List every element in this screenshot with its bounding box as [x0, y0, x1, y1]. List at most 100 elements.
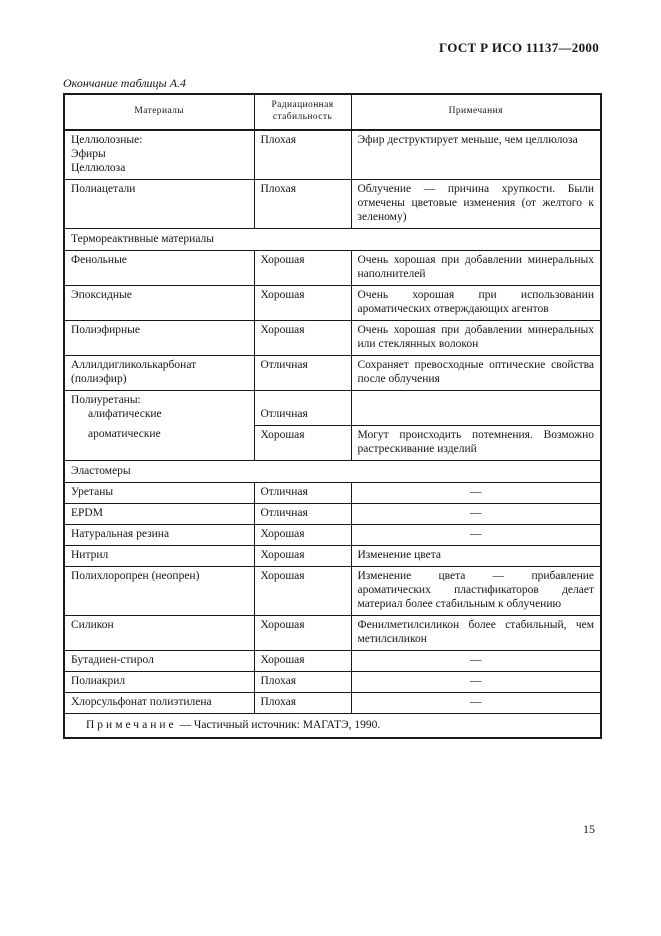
- remark-cell: Эфир деструктирует меньше, чем целлюлоза: [350, 129, 602, 181]
- remark-cell: Изменение цвета — прибавление ароматичес…: [350, 565, 602, 616]
- material-cell: Полиэфирные: [63, 320, 255, 357]
- group-label: Полиуретаны:: [71, 394, 141, 407]
- material-line: Полиэфирные: [71, 324, 141, 337]
- material-line: (полиэфир): [71, 373, 127, 386]
- table-row: Аллилдигликолькарбонат (полиэфир) Отличная…: [63, 355, 602, 392]
- material-line: Эфиры: [71, 148, 106, 161]
- material-line: EPDM: [71, 506, 103, 519]
- stability-cell: Хорошая: [253, 544, 352, 567]
- note-row: Примечание — Частичный источник: МАГАТЭ,…: [63, 713, 602, 739]
- table-row: Нитрил Хорошая Изменение цвета: [63, 544, 602, 567]
- material-line: Полиацетали: [71, 183, 136, 196]
- table-row: Целлюлозные: Эфиры Целлюлоза Плохая Эфир дес…: [63, 129, 602, 181]
- material-line: Нитрил: [71, 548, 109, 561]
- stability-cell: Хорошая: [253, 250, 352, 287]
- remark-cell: Изменение цвета: [350, 544, 602, 567]
- remark-cell: —: [350, 691, 602, 715]
- material-cell: Бутадиен-стирол: [63, 649, 255, 672]
- material-cell: ароматические: [63, 425, 255, 461]
- stability-cell: Отличная: [253, 481, 352, 504]
- stability-cell: Отличная: [253, 355, 352, 392]
- material-subitem: ароматические: [88, 428, 161, 441]
- material-cell: Полихлоропрен (неопрен): [63, 565, 255, 616]
- remark-cell: —: [350, 649, 602, 672]
- remark-cell: Облучение — причина хрупкости. Были отме…: [350, 179, 602, 230]
- remark-cell: Фенилметилсиликон более стабильный, чем …: [350, 614, 602, 651]
- material-line: Уретаны: [71, 485, 114, 498]
- column-header-materials: Материалы: [63, 93, 255, 131]
- remark-cell: Очень хорошая при добавлении минеральных…: [350, 320, 602, 357]
- material-line: Полиакрил: [71, 674, 126, 687]
- stability-cell: Хорошая: [253, 424, 352, 461]
- column-header-stability: Радиационная стабильность: [253, 93, 352, 131]
- remark-cell: Очень хорошая при добавлении минеральных…: [350, 250, 602, 287]
- material-line: Полихлоропрен (неопрен): [71, 569, 200, 582]
- material-line: Хлорсульфонат полиэтилена: [71, 695, 212, 708]
- material-line: Фенольные: [71, 254, 127, 267]
- material-line: Целлюлозные:: [71, 134, 143, 146]
- material-cell: Натуральная резина: [63, 523, 255, 546]
- section-row: Эластомеры: [63, 459, 602, 483]
- material-line: Целлюлоза: [71, 162, 126, 175]
- remark-cell: —: [350, 502, 602, 525]
- table-row: Полихлоропрен (неопрен) Хорошая Изменение …: [63, 565, 602, 616]
- material-line: Натуральная резина: [71, 527, 170, 540]
- page-number: 15: [583, 822, 595, 836]
- material-cell: Полиуретаны: алифатические: [63, 390, 255, 426]
- material-cell: EPDM: [63, 502, 255, 525]
- materials-table: Материалы Радиационная стабильность Прим…: [63, 93, 602, 740]
- table-header-row: Материалы Радиационная стабильность Прим…: [63, 93, 602, 131]
- material-cell: Полиакрил: [63, 670, 255, 693]
- stability-cell: Плохая: [253, 670, 352, 693]
- material-cell: Хлорсульфонат полиэтилена: [63, 691, 255, 715]
- table-row: EPDM Отличная —: [63, 502, 602, 525]
- material-cell: Целлюлозные: Эфиры Целлюлоза: [63, 129, 255, 181]
- material-cell: Силикон: [63, 614, 255, 651]
- remark-cell: Сохраняет превосходные оптические свойст…: [350, 355, 602, 392]
- table-row: Натуральная резина Хорошая —: [63, 523, 602, 546]
- material-cell: Фенольные: [63, 250, 255, 287]
- remark-cell: [350, 390, 602, 426]
- remark-cell: —: [350, 481, 602, 504]
- table-row: Силикон Хорошая Фенилметилсиликон более ст…: [63, 614, 602, 651]
- remark-cell: Очень хорошая при использовании ароматич…: [350, 285, 602, 322]
- material-subitem: алифатические: [88, 408, 162, 421]
- material-cell: Нитрил: [63, 544, 255, 567]
- stability-cell: Хорошая: [253, 320, 352, 357]
- material-cell: Уретаны: [63, 481, 255, 504]
- column-header-remarks: Примечания: [350, 93, 602, 131]
- table-row: Полиэфирные Хорошая Очень хорошая при доба…: [63, 320, 602, 357]
- table-row: Полиуретаны: алифатические Отличная: [63, 390, 602, 426]
- material-cell: Аллилдигликолькарбонат (полиэфир): [63, 355, 255, 392]
- table-row: Полиакрил Плохая —: [63, 670, 602, 693]
- table-row: Полиацетали Плохая Облучение — причина хру…: [63, 179, 602, 230]
- table-row: Эпоксидные Хорошая Очень хорошая при испол…: [63, 285, 602, 322]
- stability-cell: Хорошая: [253, 649, 352, 672]
- stability-cell: Плохая: [253, 179, 352, 230]
- material-cell: Полиацетали: [63, 179, 255, 230]
- stability-cell: Хорошая: [253, 285, 352, 322]
- stability-cell: Хорошая: [253, 614, 352, 651]
- section-label: Термореактивные материалы: [63, 228, 602, 252]
- note-label: Примечание: [86, 719, 177, 731]
- table-row: Уретаны Отличная —: [63, 481, 602, 504]
- table-body: Целлюлозные: Эфиры Целлюлоза Плохая Эфир дес…: [63, 129, 602, 739]
- table-caption: Окончание таблицы А.4: [63, 76, 187, 90]
- material-cell: Эпоксидные: [63, 285, 255, 322]
- section-label: Эластомеры: [63, 459, 602, 483]
- remark-cell: Могут происходить потемнения. Возможно р…: [350, 424, 602, 461]
- remark-cell: —: [350, 523, 602, 546]
- stability-cell: Хорошая: [253, 523, 352, 546]
- table-row: Хлорсульфонат полиэтилена Плохая —: [63, 691, 602, 715]
- material-line: Силикон: [71, 618, 114, 631]
- material-line: Аллилдигликолькарбонат: [71, 359, 197, 372]
- stability-cell: Плохая: [253, 691, 352, 715]
- table-row: Бутадиен-стирол Хорошая —: [63, 649, 602, 672]
- material-line: Эпоксидные: [71, 289, 132, 302]
- table-row: ароматические Хорошая Могут происходить по…: [63, 424, 602, 461]
- section-row: Термореактивные материалы: [63, 228, 602, 252]
- remark-cell: —: [350, 670, 602, 693]
- table-row: Фенольные Хорошая Очень хорошая при добавл…: [63, 250, 602, 287]
- stability-cell: Отличная: [253, 502, 352, 525]
